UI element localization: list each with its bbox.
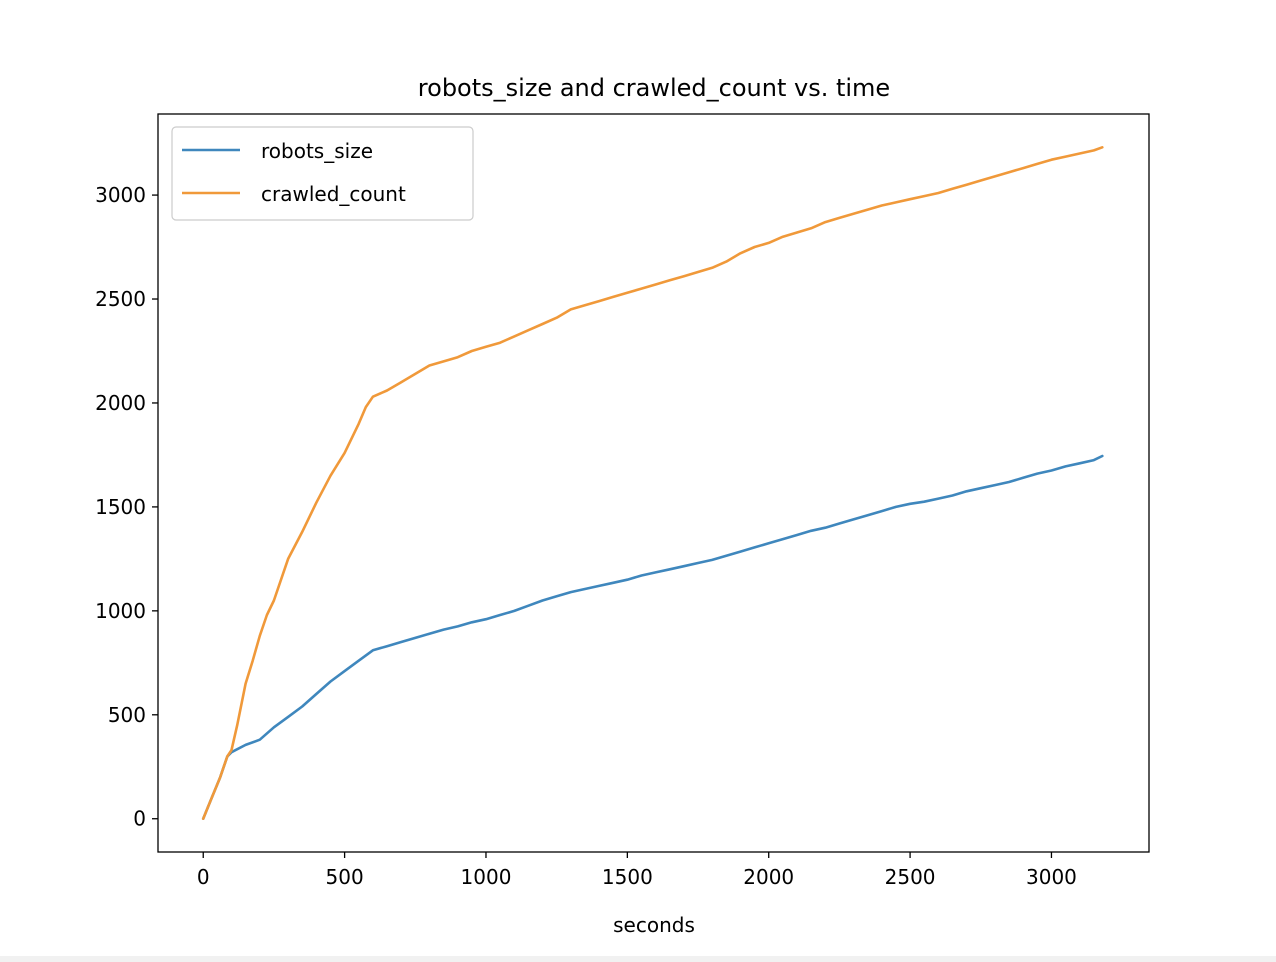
legend-label-crawled-count: crawled_count xyxy=(261,182,406,206)
y-tick-label: 3000 xyxy=(95,183,146,207)
x-axis-label: seconds xyxy=(613,913,695,937)
x-axis: 0 500 1000 1500 2000 2500 3000 xyxy=(197,852,1077,889)
x-tick-label: 500 xyxy=(326,865,364,889)
chart-title: robots_size and crawled_count vs. time xyxy=(418,74,890,102)
x-tick-label: 0 xyxy=(197,865,210,889)
y-tick-label: 1500 xyxy=(95,495,146,519)
y-tick-label: 500 xyxy=(108,703,146,727)
legend: robots_size crawled_count xyxy=(171,126,474,221)
y-axis: 0 500 1000 1500 2000 2500 3000 xyxy=(95,183,158,831)
x-tick-label: 1500 xyxy=(602,865,653,889)
y-tick-label: 1000 xyxy=(95,599,146,623)
x-tick-label: 3000 xyxy=(1026,865,1077,889)
y-tick-label: 2000 xyxy=(95,391,146,415)
bottom-strip xyxy=(0,956,1276,962)
legend-box xyxy=(171,126,474,221)
series-line-robots-size xyxy=(201,454,1104,821)
x-tick-label: 2500 xyxy=(885,865,936,889)
x-tick-label: 1000 xyxy=(461,865,512,889)
y-tick-label: 2500 xyxy=(95,287,146,311)
legend-label-robots-size: robots_size xyxy=(261,139,373,163)
plot-area xyxy=(201,146,1104,821)
y-tick-label: 0 xyxy=(133,807,146,831)
series-line-crawled-count xyxy=(201,146,1104,821)
axes-frame xyxy=(157,113,1150,853)
x-tick-label: 2000 xyxy=(743,865,794,889)
